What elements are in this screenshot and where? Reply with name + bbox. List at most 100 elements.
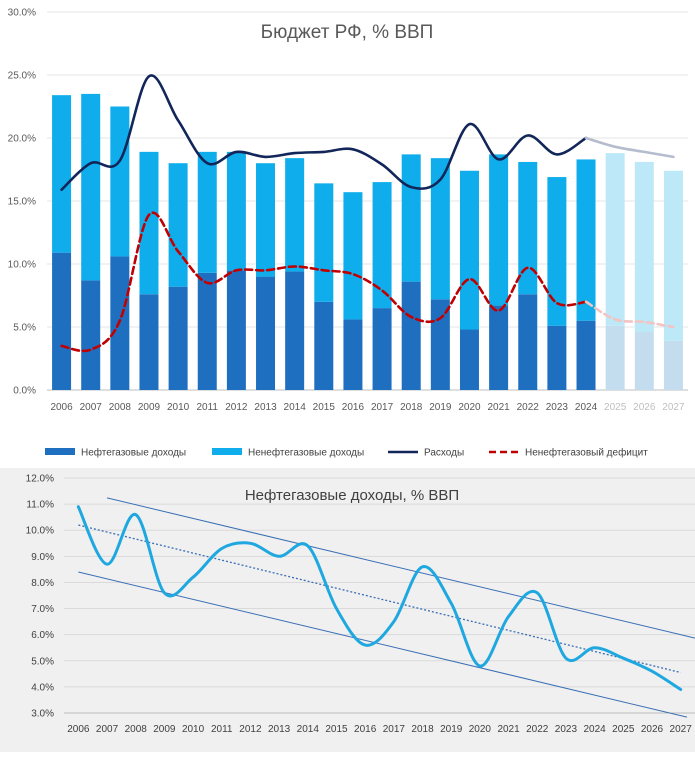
x-tick-label: 2018 <box>400 402 423 413</box>
x-tick-label: 2021 <box>497 724 520 735</box>
x-tick-label: 2023 <box>546 402 569 413</box>
x-tick-label: 2025 <box>604 402 627 413</box>
non-oil-gas-revenue-bar <box>489 154 509 306</box>
trend-line <box>78 524 681 674</box>
x-axis: 2006 2007 2008 2009 2010 2011 2012 2013 2014 2015… <box>50 402 685 413</box>
x-tick-label: 2009 <box>153 724 176 735</box>
x-tick-label: 2015 <box>313 402 336 413</box>
y-tick-label: 5.0% <box>31 656 54 667</box>
y-tick-label: 4.0% <box>31 682 54 693</box>
x-tick-label: 2024 <box>575 402 598 413</box>
x-tick-label: 2027 <box>662 402 685 413</box>
non-oil-gas-revenue-bar <box>576 159 596 321</box>
oil-gas-revenue-bar <box>197 272 217 390</box>
x-tick-label: 2009 <box>138 402 161 413</box>
x-tick-label: 2012 <box>239 724 262 735</box>
non-oil-gas-revenue-bar <box>256 163 276 277</box>
non-oil-gas-revenue-bar <box>430 158 450 300</box>
non-oil-gas-revenue-bar <box>168 163 188 287</box>
y-tick-label: 8.0% <box>31 578 54 589</box>
x-tick-label: 2024 <box>583 724 606 735</box>
channel-upper-line <box>106 497 695 639</box>
y-tick-label: 10.0% <box>8 260 36 271</box>
oil-gas-revenue-bar <box>605 325 625 390</box>
oil-gas-revenue-bar <box>285 271 305 390</box>
chart-title: Нефтегазовые доходы, % ВВП <box>245 487 459 504</box>
oil-gas-revenue-bar <box>168 286 188 390</box>
x-tick-label: 2014 <box>297 724 320 735</box>
legend: Нефтегазовые доходы Ненефтегазовые доходы… <box>45 447 648 459</box>
non-oil-gas-revenue-bar <box>226 151 246 271</box>
oil-gas-revenue-bar <box>401 281 421 390</box>
x-tick-label: 2010 <box>182 724 205 735</box>
oil-gas-revenue-bar <box>52 252 72 390</box>
non-oil-gas-revenue-bar <box>285 158 305 272</box>
x-tick-label: 2016 <box>354 724 377 735</box>
x-axis: 2006 2007 2008 2009 2010 2011 2012 2013 2014 2015… <box>67 724 692 735</box>
oil-gas-revenue-bar <box>372 308 392 390</box>
y-axis: 3.0% 4.0% 5.0% 6.0% 7.0% 8.0% 9.0% 10.0% 11.0% 12… <box>26 474 54 720</box>
non-oil-gas-revenue-bar <box>81 93 101 281</box>
non-oil-gas-revenue-bar <box>52 95 72 253</box>
x-tick-label: 2023 <box>555 724 578 735</box>
x-tick-label: 2008 <box>109 402 132 413</box>
trend-channel <box>78 497 695 718</box>
non-oil-gas-revenue-bar <box>518 161 538 295</box>
legend-swatch <box>212 448 242 455</box>
x-tick-label: 2019 <box>429 402 452 413</box>
x-tick-label: 2012 <box>225 402 248 413</box>
x-tick-label: 2007 <box>80 402 103 413</box>
y-axis: 0.0% 5.0% 10.0% 15.0% 20.0% 25.0% 30.0% <box>8 8 36 397</box>
non-oil-gas-deficit-line-forecast <box>584 300 675 329</box>
budget-chart: 0.0% 5.0% 10.0% 15.0% 20.0% 25.0% 30.0% 2006 20… <box>7 7 688 459</box>
x-tick-label: 2007 <box>96 724 119 735</box>
x-tick-label: 2020 <box>469 724 492 735</box>
x-tick-label: 2017 <box>383 724 406 735</box>
non-oil-gas-revenue-bar <box>372 182 392 309</box>
oil-gas-revenue-bar <box>430 299 450 390</box>
budget-chart-svg: 0.0%5.0%10.0%15.0%20.0%25.0%30.0% 2006 20… <box>8 8 688 459</box>
oil-gas-revenue-bar <box>576 320 596 390</box>
non-oil-gas-revenue-bar <box>634 161 654 333</box>
y-tick-label: 25.0% <box>8 71 36 82</box>
non-oil-gas-revenue-bar <box>459 170 479 330</box>
non-oil-gas-revenue-bar <box>605 153 625 326</box>
x-tick-label: 2016 <box>342 402 365 413</box>
x-tick-label: 2025 <box>612 724 635 735</box>
oil-gas-revenue-bar <box>256 276 276 390</box>
x-tick-label: 2010 <box>167 402 190 413</box>
legend-label: Ненефтегазовые доходы <box>248 447 364 459</box>
oil-gas-revenue-bar <box>459 329 479 390</box>
non-oil-gas-revenue-bar <box>401 154 421 282</box>
x-tick-label: 2026 <box>641 724 664 735</box>
x-tick-label: 2019 <box>440 724 463 735</box>
x-tick-label: 2006 <box>67 724 90 735</box>
y-tick-label: 5.0% <box>13 323 36 334</box>
oil-gas-revenue-bar <box>634 332 654 390</box>
oil-gas-revenue-bar <box>547 325 567 390</box>
y-tick-label: 15.0% <box>8 197 36 208</box>
channel-lower-line <box>78 571 688 718</box>
y-tick-label: 20.0% <box>8 134 36 145</box>
y-tick-label: 6.0% <box>31 630 54 641</box>
oil-gas-revenue-bar <box>226 270 246 390</box>
x-tick-label: 2020 <box>458 402 481 413</box>
grid <box>64 477 695 714</box>
oil-gas-revenue-bar <box>518 294 538 390</box>
x-tick-label: 2022 <box>526 724 549 735</box>
legend-swatch <box>45 448 75 455</box>
non-oil-gas-revenue-bar <box>139 151 159 295</box>
lines <box>60 74 675 353</box>
legend-label: Нефтегазовые доходы <box>81 447 186 459</box>
non-oil-gas-revenue-bar <box>663 170 683 341</box>
x-tick-label: 2022 <box>517 402 540 413</box>
legend-label: Расходы <box>424 448 464 459</box>
oil-gas-chart-svg: 3.0% 4.0% 5.0% 6.0% 7.0% 8.0% 9.0% 10.0% 11.0% 12… <box>26 474 695 735</box>
oil-gas-chart: 3.0% 4.0% 5.0% 6.0% 7.0% 8.0% 9.0% 10.0% 11.0% 12… <box>0 468 695 752</box>
non-oil-gas-revenue-bar <box>314 183 334 302</box>
x-tick-label: 2006 <box>50 402 73 413</box>
x-tick-label: 2015 <box>325 724 348 735</box>
oil-gas-revenue-bar <box>139 294 159 390</box>
y-tick-label: 11.0% <box>26 500 54 511</box>
non-oil-gas-revenue-bar <box>547 177 567 326</box>
